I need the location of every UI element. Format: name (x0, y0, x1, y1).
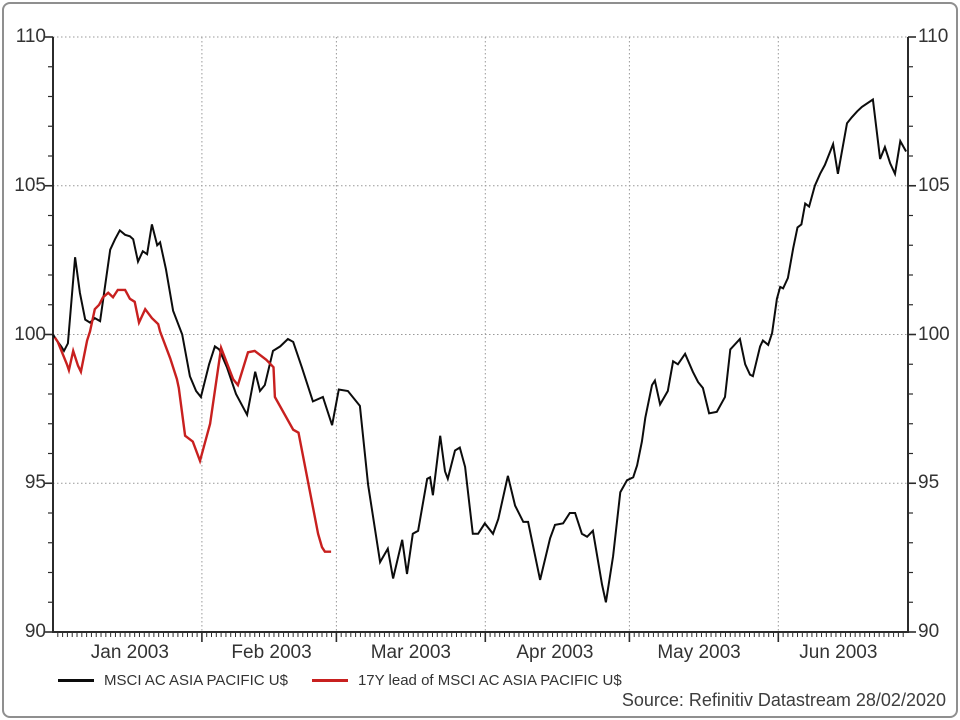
x-axis-label: Feb 2003 (231, 642, 312, 663)
series-line-0 (52, 97, 907, 603)
x-axis-label: Jan 2003 (90, 642, 169, 663)
x-axis-label: Apr 2003 (516, 642, 594, 663)
y-axis-label-left: 100 (14, 323, 46, 345)
x-axis-label: May 2003 (657, 642, 741, 663)
y-axis-label-right: 105 (918, 174, 950, 196)
y-axis-label-right: 90 (918, 621, 940, 642)
y-axis-label-right: 95 (918, 472, 940, 494)
legend-label: MSCI AC ASIA PACIFIC U$ (104, 672, 288, 689)
legend-label: 17Y lead of MSCI AC ASIA PACIFIC U$ (357, 672, 622, 689)
legend-line-swatch-black (58, 679, 94, 682)
y-axis-label-right: 100 (918, 323, 950, 345)
source-attribution: Source: Refinitiv Datastream 28/02/2020 (621, 690, 946, 710)
y-axis-label-left: 90 (24, 621, 46, 642)
legend-line-swatch-red (311, 679, 348, 682)
y-axis-label-left: 95 (24, 472, 46, 494)
series-line-1 (53, 288, 332, 553)
legend-item-17y-lead: 17Y lead of MSCI AC ASIA PACIFIC U$ (311, 672, 622, 689)
legend-item-msci: MSCI AC ASIA PACIFIC U$ (58, 672, 288, 689)
x-axis-label: Mar 2003 (370, 642, 451, 663)
y-axis-label-left: 110 (15, 26, 46, 47)
legend: MSCI AC ASIA PACIFIC U$ 17Y lead of MSCI… (58, 672, 622, 689)
y-axis-label-right: 110 (918, 26, 949, 47)
y-axis-label-left: 105 (14, 174, 46, 196)
x-axis-label: Jun 2003 (799, 642, 878, 663)
